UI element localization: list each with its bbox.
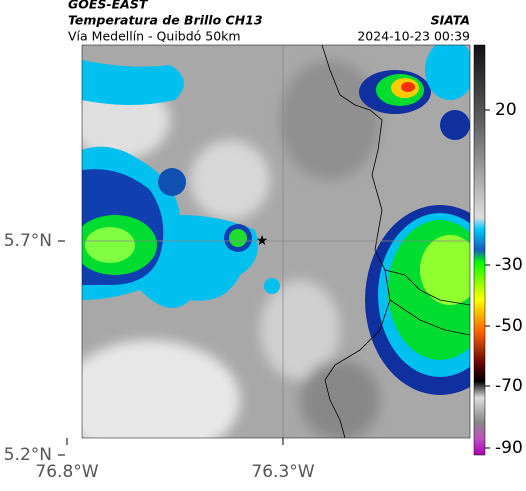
x-axis-label: 76.3°W xyxy=(251,462,314,482)
colorbar-label: -90 xyxy=(495,438,523,458)
y-axis-label: 5.2°N xyxy=(4,445,52,465)
satellite-image: ★ xyxy=(82,45,470,438)
colorbar xyxy=(473,44,486,456)
datetime-label: 2024-10-23 00:39 xyxy=(357,29,470,44)
product-title: Temperatura de Brillo CH13 xyxy=(68,13,263,28)
x-axis-label: 76.8°W xyxy=(35,462,98,482)
cloud-cluster-west xyxy=(82,60,280,308)
y-axis-label: 5.7°N xyxy=(4,231,52,251)
map-frame xyxy=(81,44,471,439)
coastline xyxy=(321,45,470,438)
colorbar-label: -50 xyxy=(495,316,523,336)
region-label: Vía Medellín - Quibdó 50km xyxy=(68,29,241,44)
location-marker: ★ xyxy=(256,233,269,249)
satellite-name: GOES-EAST xyxy=(68,0,149,12)
colorbar-label: -70 xyxy=(495,376,523,396)
source-label: SIATA xyxy=(431,13,470,28)
colorbar-label: -30 xyxy=(495,255,523,275)
colorbar-label: 20 xyxy=(495,100,517,120)
cloud-cluster-east xyxy=(359,45,470,395)
